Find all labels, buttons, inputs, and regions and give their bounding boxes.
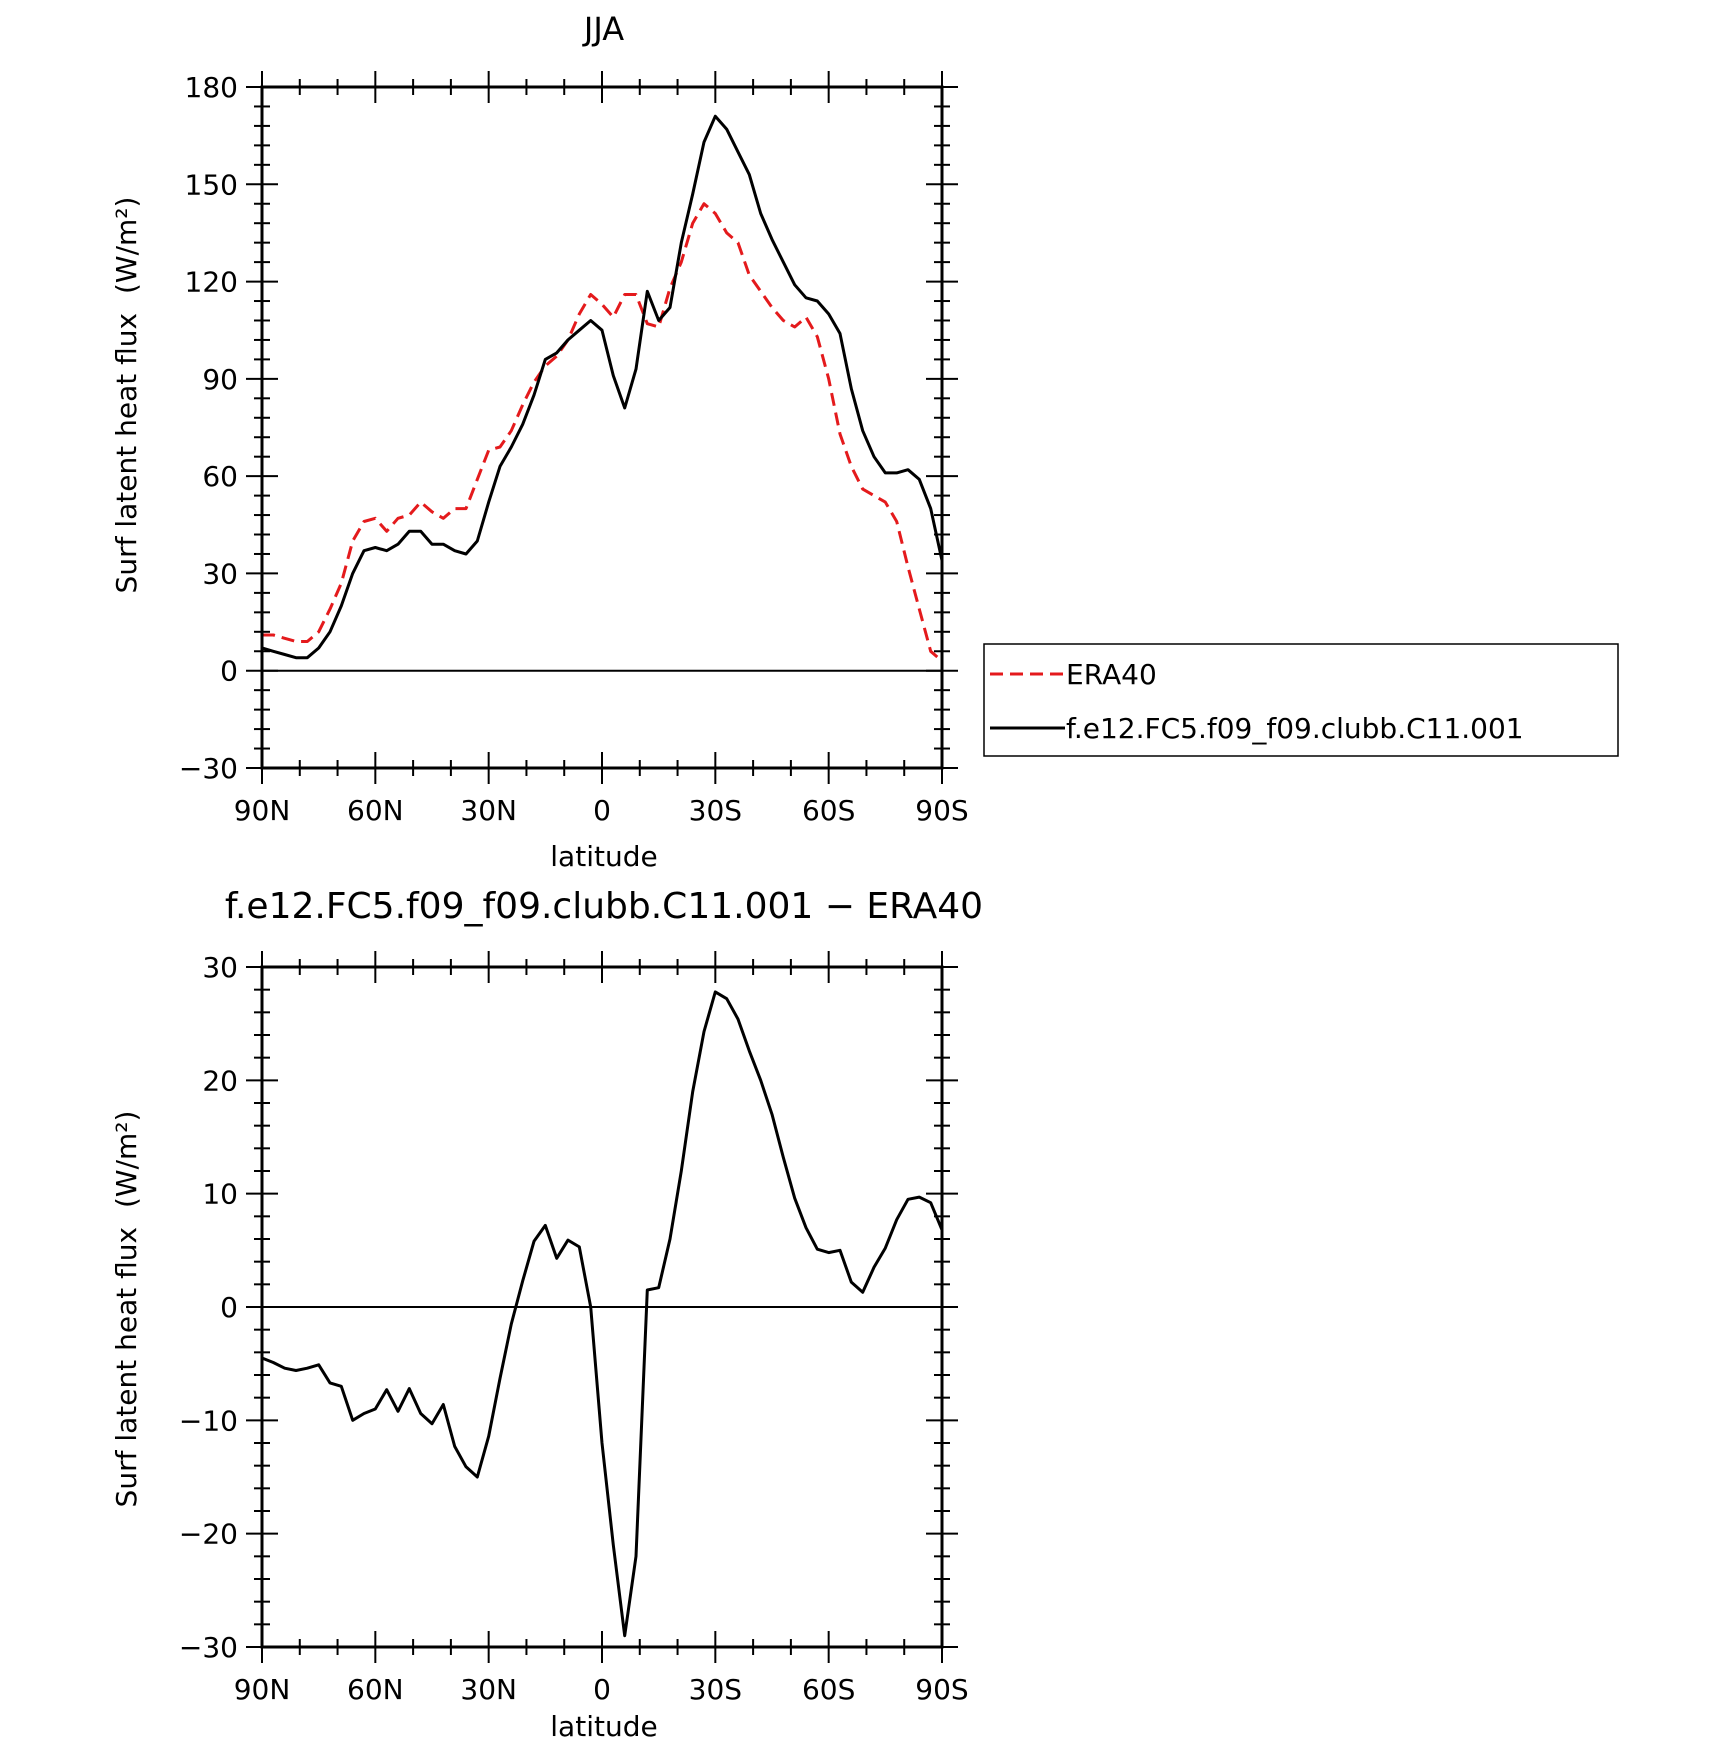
bottom-y-axis-label: Surf latent heat flux (W/m²)	[110, 1111, 143, 1508]
top-y-axis-label-text: Surf latent heat flux	[110, 313, 143, 594]
bottom-y-axis-label-unit: (W/m²)	[110, 1111, 143, 1208]
bottom-x-tick-label: 30N	[460, 1673, 517, 1706]
bottom-y-tick-label: −30	[179, 1631, 238, 1664]
bottom-y-tick-label: −10	[179, 1404, 238, 1437]
top-plot-area: −30 0 30 60 90 120 150 180 90N 60N 30N 0 30S 60S 90S	[179, 71, 969, 827]
top-y-tick-label: 30	[202, 557, 238, 590]
top-series-line-0	[262, 202, 942, 663]
bottom-series-line-0	[262, 990, 942, 1638]
bottom-y-tick-label: 10	[202, 1178, 238, 1211]
top-x-tick-label: 0	[593, 794, 611, 827]
bottom-x-tick-label: 0	[593, 1673, 611, 1706]
bottom-x-tick-label: 60S	[802, 1673, 855, 1706]
top-x-tick-label: 60S	[802, 794, 855, 827]
top-x-tick-label: 90N	[234, 794, 291, 827]
bottom-x-tick-label: 90S	[915, 1673, 968, 1706]
top-x-tick-label: 30N	[460, 794, 517, 827]
top-y-axis-label: Surf latent heat flux (W/m²)	[110, 197, 143, 594]
bottom-plot-area: −30 −20 −10 0 10 20 30 90N 60N 30N 0 30S 60S 90S	[179, 951, 969, 1706]
bottom-x-axis-label: latitude	[550, 1710, 657, 1743]
top-y-tick-label: 0	[220, 655, 238, 688]
top-y-tick-label: 180	[185, 71, 238, 104]
top-plot-frame	[260, 85, 944, 770]
top-x-tick-label: 30S	[689, 794, 742, 827]
legend-box	[983, 643, 1619, 757]
bottom-x-tick-label: 60N	[347, 1673, 404, 1706]
top-y-tick-label: 120	[185, 266, 238, 299]
top-x-tick-label: 60N	[347, 794, 404, 827]
top-y-tick-label: 90	[202, 363, 238, 396]
top-series-line-1	[262, 114, 942, 660]
bottom-panel: f.e12.FC5.f09_f09.clubb.C11.001 − ERA40 …	[110, 886, 983, 1743]
bottom-x-tick-label: 30S	[689, 1673, 742, 1706]
top-y-axis-label-unit: (W/m²)	[110, 197, 143, 294]
bottom-y-tick-label: 20	[202, 1064, 238, 1097]
bottom-y-tick-label: 0	[220, 1291, 238, 1324]
bottom-y-tick-label: 30	[202, 951, 238, 984]
bottom-chart-title: f.e12.FC5.f09_f09.clubb.C11.001 − ERA40	[225, 886, 983, 927]
bottom-x-tick-label: 90N	[234, 1673, 291, 1706]
top-y-tick-label: 60	[202, 460, 238, 493]
top-y-tick-label: −30	[179, 752, 238, 785]
top-chart-title: JJA	[582, 10, 624, 48]
bottom-y-axis-label-text: Surf latent heat flux	[110, 1227, 143, 1508]
top-x-axis-label: latitude	[550, 840, 657, 873]
top-x-tick-label: 90S	[915, 794, 968, 827]
bottom-y-tick-label: −20	[179, 1518, 238, 1551]
legend-label-model: f.e12.FC5.f09_f09.clubb.C11.001	[1066, 712, 1524, 745]
top-panel: JJA −30 0 30 60 90 120 150 180 90N 60N 30N 0 30S 60S 9…	[110, 10, 969, 873]
legend-label-era40: ERA40	[1066, 658, 1157, 691]
top-y-tick-label: 150	[185, 168, 238, 201]
legend: ERA40 f.e12.FC5.f09_f09.clubb.C11.001	[983, 643, 1619, 757]
